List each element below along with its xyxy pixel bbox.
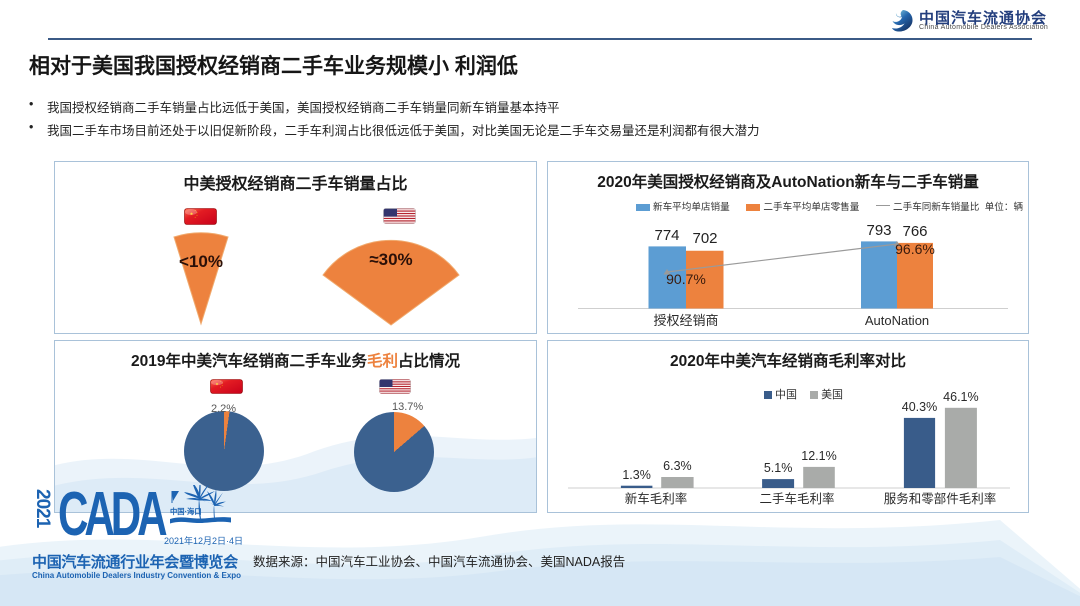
svg-text:1.3%: 1.3%: [622, 468, 651, 482]
svg-text:12.1%: 12.1%: [801, 449, 836, 463]
svg-text:≈30%: ≈30%: [369, 250, 412, 269]
svg-text:6.3%: 6.3%: [663, 459, 692, 473]
svg-text:中国·海口: 中国·海口: [170, 507, 202, 516]
svg-text:<10%: <10%: [179, 252, 223, 271]
svg-text:793: 793: [866, 222, 891, 239]
svg-text:服务和零部件毛利率: 服务和零部件毛利率: [884, 491, 997, 506]
svg-text:新车毛利率: 新车毛利率: [625, 491, 688, 506]
svg-text:5.1%: 5.1%: [764, 461, 793, 475]
svg-text:40.3%: 40.3%: [902, 400, 937, 414]
svg-text:96.6%: 96.6%: [895, 241, 935, 257]
svg-text:702: 702: [692, 230, 717, 247]
svg-text:774: 774: [654, 227, 679, 244]
svg-text:90.7%: 90.7%: [666, 271, 706, 287]
svg-text:46.1%: 46.1%: [943, 390, 978, 404]
svg-text:766: 766: [902, 223, 927, 240]
svg-text:二手车毛利率: 二手车毛利率: [759, 491, 834, 506]
svg-text:AutoNation: AutoNation: [865, 313, 929, 328]
svg-text:授权经销商: 授权经销商: [653, 313, 718, 328]
